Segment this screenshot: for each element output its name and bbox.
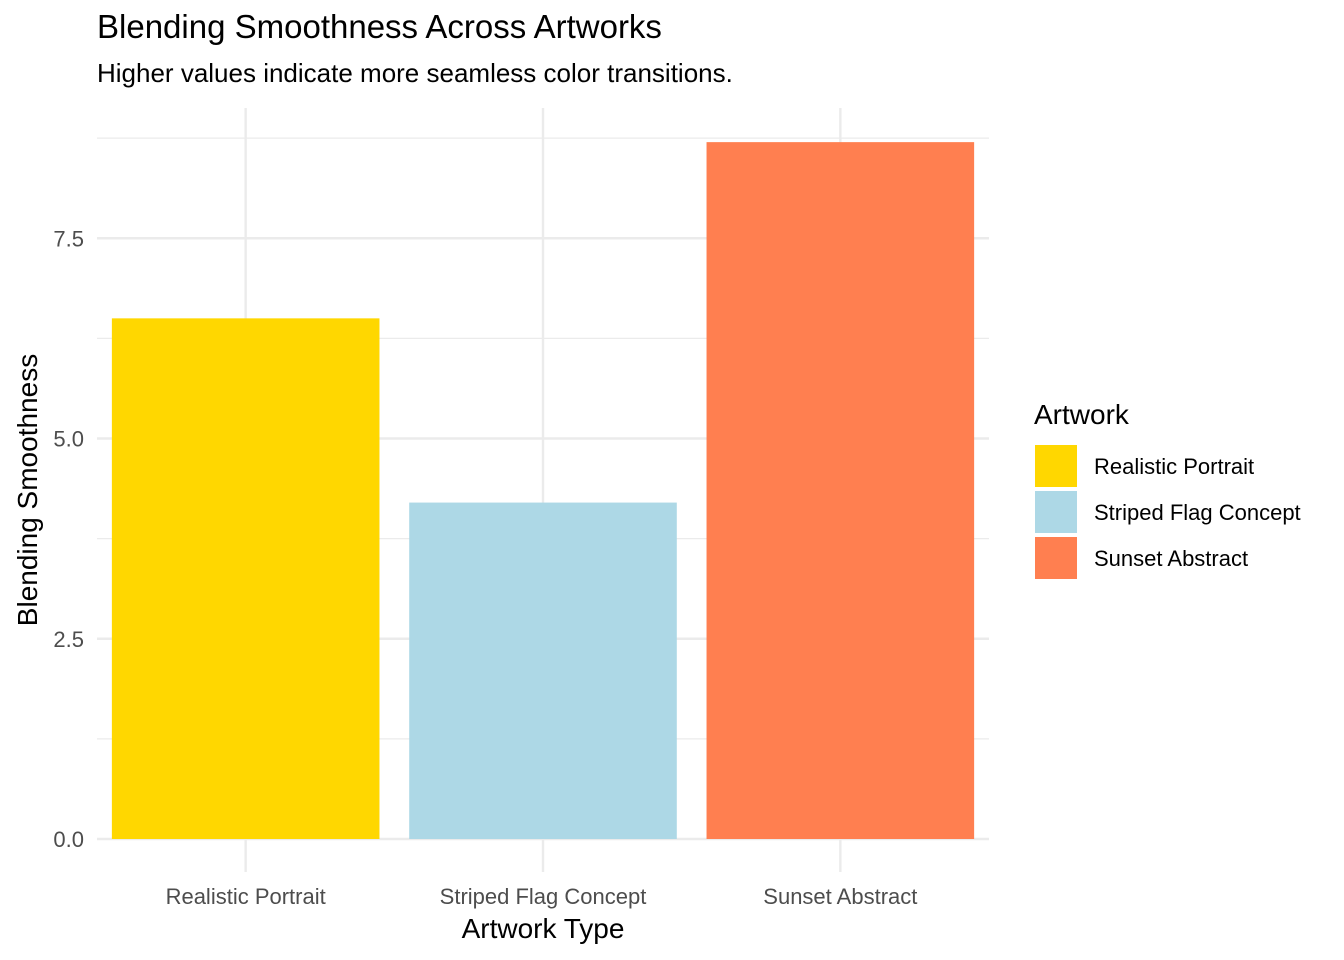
chart-title: Blending Smoothness Across Artworks bbox=[97, 8, 662, 45]
y-tick-label: 0.0 bbox=[53, 827, 84, 852]
bar bbox=[706, 142, 975, 839]
legend-label: Striped Flag Concept bbox=[1094, 500, 1301, 525]
y-axis-ticks: 0.0 2.5 5.0 7.5 bbox=[53, 226, 84, 852]
legend-swatch bbox=[1035, 445, 1077, 487]
y-tick-label: 7.5 bbox=[53, 226, 84, 251]
legend: Artwork Realistic Portrait Striped Flag C… bbox=[1034, 399, 1301, 579]
x-tick-label: Sunset Abstract bbox=[763, 884, 917, 909]
legend-title: Artwork bbox=[1034, 399, 1130, 430]
legend-label: Sunset Abstract bbox=[1094, 546, 1248, 571]
chart-subtitle: Higher values indicate more seamless col… bbox=[97, 58, 733, 88]
y-axis-title: Blending Smoothness bbox=[12, 354, 43, 626]
bars bbox=[111, 142, 975, 840]
x-axis-ticks: Realistic Portrait Striped Flag Concept Su… bbox=[166, 884, 918, 909]
legend-label: Realistic Portrait bbox=[1094, 454, 1254, 479]
legend-swatch bbox=[1035, 491, 1077, 533]
bar bbox=[409, 502, 677, 839]
legend-swatch bbox=[1035, 537, 1077, 579]
x-tick-label: Realistic Portrait bbox=[166, 884, 326, 909]
bar bbox=[111, 318, 380, 840]
x-axis-title: Artwork Type bbox=[462, 913, 625, 944]
x-tick-label: Striped Flag Concept bbox=[440, 884, 647, 909]
y-tick-label: 5.0 bbox=[53, 427, 84, 452]
y-tick-label: 2.5 bbox=[53, 627, 84, 652]
